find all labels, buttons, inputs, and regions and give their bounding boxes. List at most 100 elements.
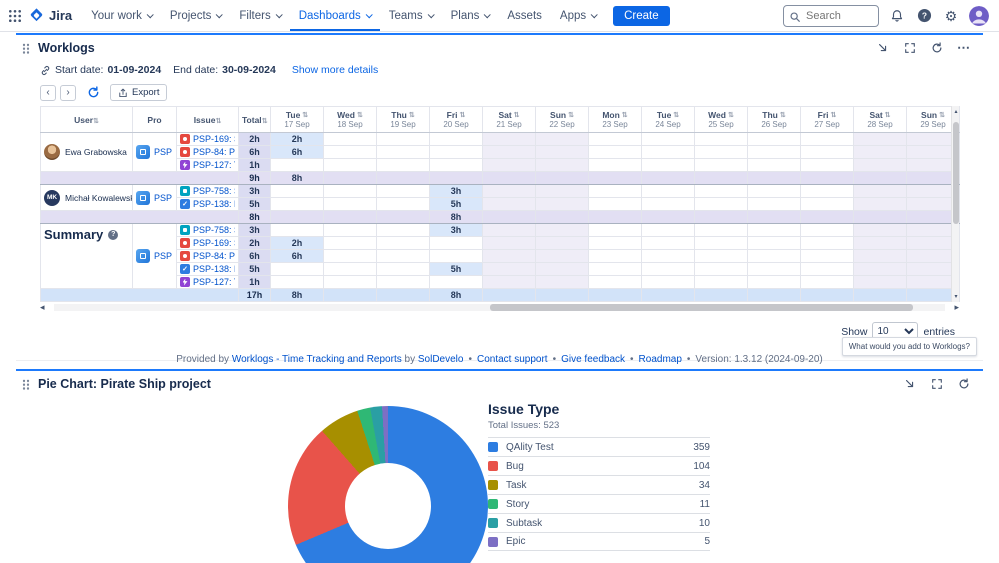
scroll-right-icon[interactable]: ▸	[954, 302, 959, 312]
nav-item-your-work[interactable]: Your work	[82, 0, 161, 31]
column-header-day[interactable]: Sun ⇅ 22 Sep	[535, 106, 589, 133]
column-header-user[interactable]: User⇅	[40, 106, 133, 133]
drag-handle-icon[interactable]	[22, 42, 30, 54]
nav-item-teams[interactable]: Teams	[380, 0, 442, 31]
vendor-link[interactable]: SolDevelo	[417, 354, 464, 365]
app-switcher-icon[interactable]	[4, 5, 26, 27]
summary-help-icon[interactable]: ?	[108, 229, 119, 240]
column-header-day[interactable]: Wed ⇅ 25 Sep	[694, 106, 748, 133]
drag-handle-icon[interactable]	[22, 378, 30, 390]
donut-chart[interactable]	[288, 406, 488, 563]
day-cell	[270, 197, 324, 211]
column-header-day[interactable]: Tue ⇅ 24 Sep	[641, 106, 695, 133]
collapse-icon[interactable]	[876, 41, 890, 55]
create-button[interactable]: Create	[613, 5, 670, 26]
legend-row[interactable]: Epic 5	[488, 532, 710, 551]
collapse-icon[interactable]	[903, 377, 917, 391]
next-page-button[interactable]: ›	[60, 84, 76, 101]
feedback-prompt-button[interactable]: What would you add to Worklogs?	[841, 337, 977, 356]
issue-link[interactable]: PSP-138: Re...	[193, 199, 235, 209]
issue-cell: PSP-84: Pas...	[176, 145, 239, 159]
issue-link[interactable]: PSP-758: Su...	[193, 186, 235, 196]
more-menu-icon[interactable]: ⋯	[957, 41, 971, 55]
nav-item-dashboards[interactable]: Dashboards	[290, 0, 380, 31]
column-header-day[interactable]: Thu ⇅ 19 Sep	[376, 106, 430, 133]
legend-row[interactable]: Subtask 10	[488, 513, 710, 532]
day-cell	[800, 158, 854, 172]
legend-row[interactable]: Task 34	[488, 475, 710, 494]
issue-link[interactable]: PSP-169: Sa...	[193, 238, 235, 248]
refresh-icon[interactable]	[957, 377, 971, 391]
issue-link[interactable]: PSP-758: Su...	[193, 225, 235, 235]
scroll-up-icon[interactable]: ▴	[954, 109, 958, 115]
expand-icon[interactable]	[903, 41, 917, 55]
vertical-scrollbar[interactable]: ▴ ▾	[951, 106, 959, 302]
column-header-day[interactable]: Tue ⇅ 17 Sep	[270, 106, 324, 133]
search-input[interactable]	[783, 4, 879, 27]
day-cell	[376, 197, 430, 211]
table-refresh-icon[interactable]	[86, 86, 100, 100]
column-header-issue[interactable]: Issue⇅	[176, 106, 239, 133]
settings-gear-icon[interactable]: ⚙	[942, 7, 960, 25]
export-button[interactable]: Export	[110, 84, 168, 101]
scroll-left-icon[interactable]: ◂	[40, 302, 45, 312]
worklog-row: PSP-127: Tit...1h	[41, 158, 960, 172]
nav-item-apps[interactable]: Apps	[551, 0, 605, 31]
expand-icon[interactable]	[930, 377, 944, 391]
legend-row[interactable]: Story 11	[488, 494, 710, 513]
help-icon[interactable]: ?	[915, 7, 933, 25]
footer-link[interactable]: Contact support	[476, 354, 548, 365]
column-header-day[interactable]: Sat ⇅ 28 Sep	[853, 106, 907, 133]
column-header-day[interactable]: Wed ⇅ 18 Sep	[323, 106, 377, 133]
horizontal-scrollbar[interactable]: ◂ ▸	[40, 302, 959, 312]
chevron-down-icon	[590, 11, 598, 19]
column-header-day[interactable]: Fri ⇅ 20 Sep	[429, 106, 483, 133]
issue-link[interactable]: PSP-84: Pas...	[193, 147, 235, 157]
column-label: Pro	[147, 114, 162, 125]
column-header-day[interactable]: Mon ⇅ 23 Sep	[588, 106, 642, 133]
app-link[interactable]: Worklogs - Time Tracking and Reports	[231, 354, 402, 365]
column-header-project[interactable]: Pro	[132, 106, 177, 133]
column-header-day[interactable]: Sat ⇅ 21 Sep	[482, 106, 536, 133]
issue-link[interactable]: PSP-138: Re...	[193, 264, 235, 274]
jira-logo[interactable]: Jira	[26, 0, 82, 31]
user-avatar[interactable]	[969, 5, 989, 26]
epic-type-icon	[180, 277, 190, 287]
legend-row[interactable]: QAlity Test 359	[488, 437, 710, 456]
nav-item-projects[interactable]: Projects	[161, 0, 231, 31]
issue-link[interactable]: PSP-169: Sa...	[193, 134, 235, 144]
nav-item-filters[interactable]: Filters	[230, 0, 289, 31]
show-more-details-link[interactable]: Show more details	[291, 64, 379, 76]
scroll-down-icon[interactable]: ▾	[954, 294, 958, 300]
vertical-scroll-thumb[interactable]	[953, 122, 959, 224]
notifications-bell-icon[interactable]	[888, 7, 906, 25]
worklogs-gadget-actions: ⋯	[876, 41, 977, 55]
day-cell	[641, 288, 695, 302]
column-header-day[interactable]: Fri ⇅ 27 Sep	[800, 106, 854, 133]
footer-link[interactable]: Roadmap	[638, 354, 682, 365]
legend-label: Task	[506, 479, 527, 491]
day-cell	[482, 132, 536, 146]
column-header-total[interactable]: Total⇅	[238, 106, 271, 133]
nav-item-assets[interactable]: Assets	[498, 0, 551, 31]
prev-page-button[interactable]: ‹	[40, 84, 56, 101]
project-link[interactable]: PSP	[154, 147, 173, 157]
column-header-day[interactable]: Thu ⇅ 26 Sep	[747, 106, 801, 133]
project-link[interactable]: PSP	[154, 251, 173, 261]
issue-link[interactable]: PSP-84: Pas...	[193, 251, 235, 261]
logo-text: Jira	[49, 8, 73, 23]
day-cell	[800, 145, 854, 159]
day-cell	[694, 275, 748, 289]
project-link[interactable]: PSP	[154, 192, 173, 203]
day-cell	[906, 288, 960, 302]
issue-link[interactable]: PSP-127: Tit...	[193, 277, 235, 287]
legend-row[interactable]: Bug 104	[488, 456, 710, 475]
nav-item-plans[interactable]: Plans	[442, 0, 499, 31]
day-cell	[482, 158, 536, 172]
issue-link[interactable]: PSP-127: Tit...	[193, 160, 235, 170]
footer-link[interactable]: Give feedback	[561, 354, 626, 365]
refresh-icon[interactable]	[930, 41, 944, 55]
horizontal-scroll-thumb[interactable]	[490, 304, 914, 311]
